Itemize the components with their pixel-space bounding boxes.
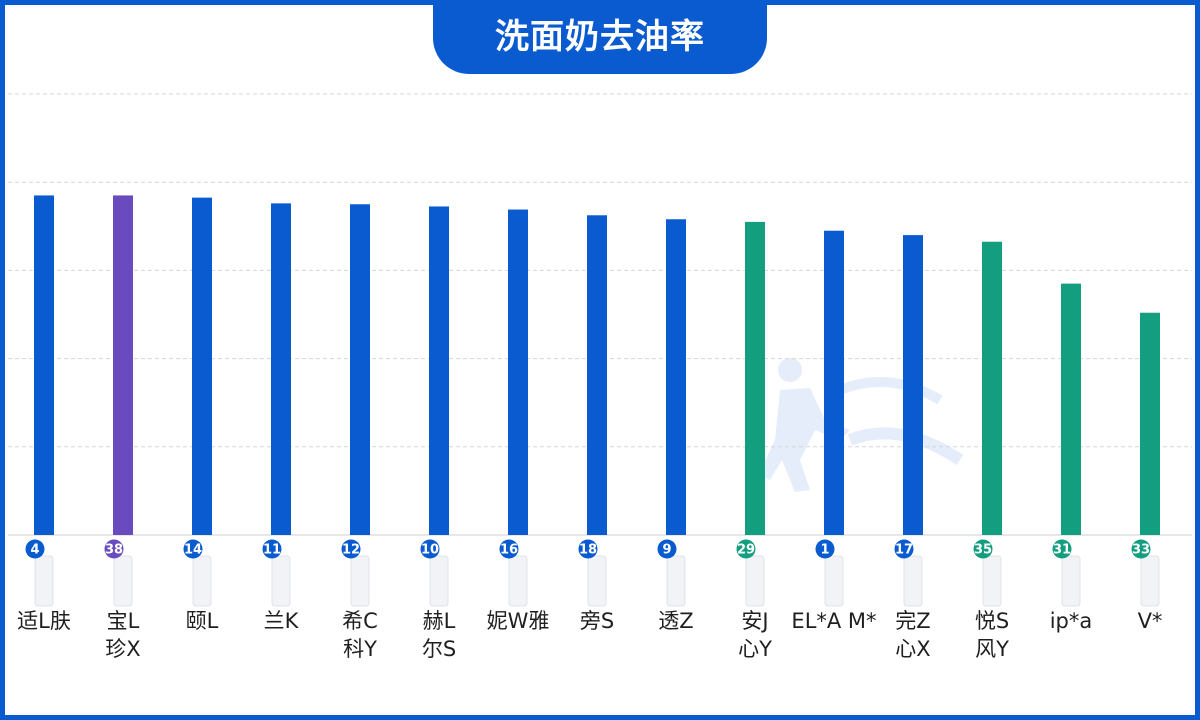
- rank-badge-number: 12: [342, 543, 360, 558]
- bar: [113, 195, 133, 535]
- bar: [271, 203, 291, 536]
- rank-badge-number: 16: [500, 543, 518, 558]
- category-label: ip*a: [1050, 609, 1093, 633]
- rank-badge-number: 33: [1132, 543, 1150, 558]
- product-image: [113, 555, 133, 607]
- rank-badge: [815, 539, 835, 559]
- rank-badge-number: 11: [263, 543, 281, 558]
- category-label: 心X: [895, 637, 930, 661]
- rank-badge: [973, 539, 993, 559]
- bar: [982, 241, 1002, 536]
- bar: [745, 221, 765, 535]
- category-labels: 适L肤 宝L 珍X 颐L 兰K 希C 科Y 赫L 尔S 妮W雅 旁S 透Z 安J 心Y EL*A M* 完Z 心…: [17, 609, 1162, 661]
- rank-badge-number: 31: [1053, 543, 1071, 558]
- rank-badge-number: 18: [579, 543, 597, 558]
- bar: [1061, 283, 1081, 535]
- category-label: 尔S: [422, 637, 456, 661]
- rank-badge: [578, 539, 598, 559]
- product-image: [982, 555, 1002, 607]
- rank-badge-number: 14: [184, 543, 202, 558]
- rank-badge: [1052, 539, 1072, 559]
- category-label: 赫L: [423, 609, 456, 633]
- bar: [34, 195, 54, 535]
- bar: [666, 219, 686, 535]
- product-image: [1140, 555, 1160, 607]
- bar: [824, 230, 844, 535]
- rank-badge: [262, 539, 282, 559]
- rank-badge-number: 4: [30, 543, 39, 558]
- product-image: [824, 555, 844, 607]
- category-label: 颐L: [186, 609, 219, 633]
- product-image: [1061, 555, 1081, 607]
- category-label: 风Y: [975, 637, 1009, 661]
- bar: [587, 215, 607, 535]
- rank-badge-number: 10: [421, 543, 439, 558]
- rank-badge-number: 17: [895, 543, 913, 558]
- product-image: [429, 555, 449, 607]
- rank-badge: [104, 539, 124, 559]
- bar: [429, 206, 449, 535]
- rank-badge-number: 29: [737, 543, 755, 558]
- bars: [34, 195, 1160, 607]
- rank-badge: [736, 539, 756, 559]
- chart-title: 洗面奶去油率: [495, 17, 705, 57]
- product-image: [508, 555, 528, 607]
- bar: [192, 197, 212, 535]
- product-image: [271, 555, 291, 607]
- bar: [903, 235, 923, 535]
- rank-badge: [499, 539, 519, 559]
- rank-badge-number: 1: [820, 543, 829, 558]
- product-image: [666, 555, 686, 607]
- category-label: 宝L: [107, 609, 140, 633]
- bar: [1140, 312, 1160, 535]
- category-label: 珍X: [105, 637, 140, 661]
- rank-badge: [657, 539, 677, 559]
- product-image: [745, 555, 765, 607]
- product-image: [34, 555, 54, 607]
- product-image: [192, 555, 212, 607]
- bar: [508, 209, 528, 536]
- rank-badge-number: 35: [974, 543, 992, 558]
- title-tab: [433, 0, 767, 74]
- rank-badge: [183, 539, 203, 559]
- category-label: 妮W雅: [487, 609, 550, 633]
- rank-badges: 4 38 14 11 12 10 16 18 9 29 1 17 35 31 33: [25, 539, 1151, 559]
- category-label: 完Z: [895, 609, 930, 633]
- category-label: EL*A M*: [791, 609, 876, 633]
- rank-badge: [894, 539, 914, 559]
- category-label: 安J: [741, 609, 768, 633]
- category-label: 悦S: [975, 609, 1009, 633]
- bar: [350, 204, 370, 535]
- category-label: 兰K: [264, 609, 300, 633]
- category-label: 心Y: [738, 637, 772, 661]
- category-label: V*: [1138, 609, 1163, 633]
- rank-badge-number: 38: [105, 543, 123, 558]
- rank-badge-number: 9: [662, 543, 671, 558]
- rank-badge: [341, 539, 361, 559]
- product-image: [903, 555, 923, 607]
- product-image: [350, 555, 370, 607]
- rank-badge: [1131, 539, 1151, 559]
- category-label: 透Z: [658, 609, 693, 633]
- rank-badge: [25, 539, 45, 559]
- product-image: [587, 555, 607, 607]
- category-label: 旁S: [580, 609, 614, 633]
- category-label: 希C: [342, 609, 378, 633]
- category-label: 科Y: [343, 637, 377, 661]
- rank-badge: [420, 539, 440, 559]
- category-label: 适L肤: [17, 609, 71, 633]
